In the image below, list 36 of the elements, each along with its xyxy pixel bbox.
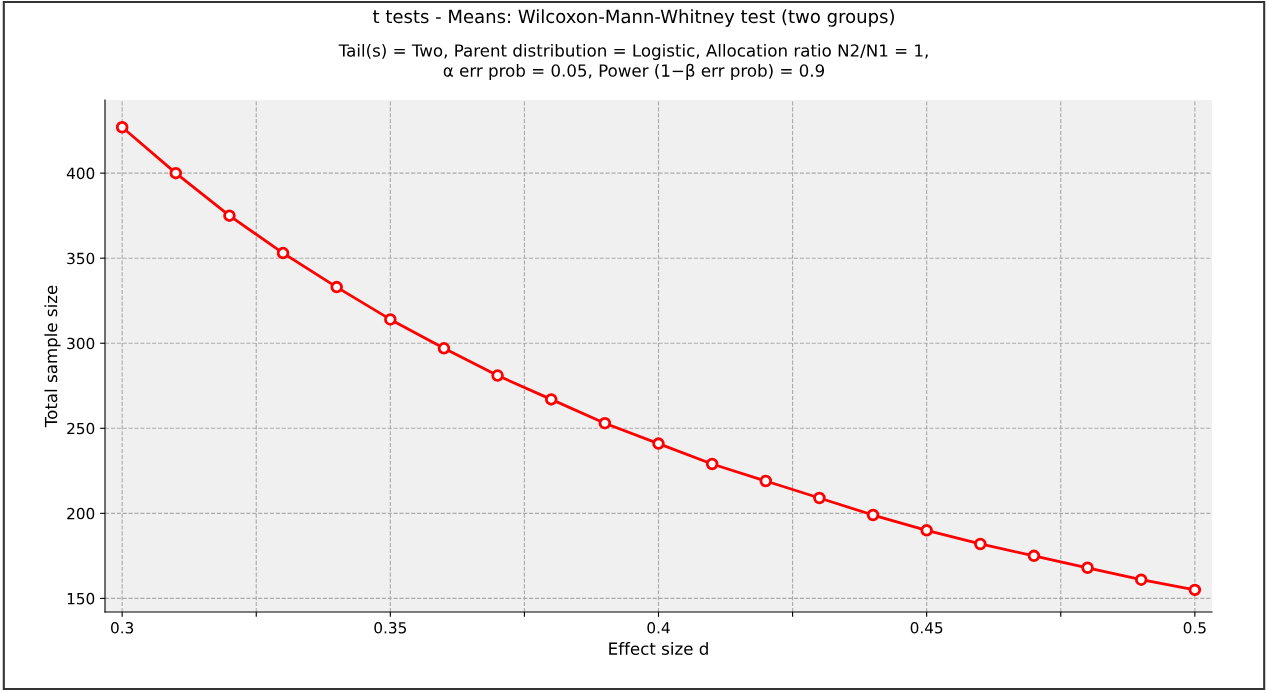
point: [813, 491, 826, 505]
point: [330, 280, 343, 294]
point: [115, 120, 129, 134]
point: [920, 524, 933, 537]
y-tick-label: 300: [67, 337, 95, 350]
point: [598, 416, 612, 430]
x-tick-label: 0.4: [647, 621, 670, 634]
y-tick-label: 200: [67, 507, 95, 520]
point: [705, 457, 719, 471]
point: [974, 537, 987, 551]
point: [1188, 583, 1202, 597]
point: [1027, 549, 1041, 563]
point: [652, 437, 665, 450]
y-tick-label: 250: [67, 422, 95, 435]
x-axis-title: Effect size d: [609, 642, 708, 655]
chart-title: t tests - Means: Wilcoxon-Mann-Whitney test (two groups): [373, 9, 894, 27]
y-axis-title: Total sample size: [44, 285, 61, 428]
point: [544, 393, 558, 406]
x-tick-label: 0.3: [111, 621, 134, 634]
point: [276, 246, 290, 260]
point: [866, 508, 880, 522]
chart-subtitle: Tail(s) = Two, Parent distribution = Logistic, Allocation ratio N2/N1 = 1, α err prob = 0.05, Power (1−β err prob) = 0.9: [338, 43, 928, 81]
x-tick-label: 0.35: [374, 621, 407, 634]
x-tick-label: 0.45: [910, 621, 943, 634]
point: [1134, 573, 1148, 586]
point: [437, 342, 451, 355]
y-tick-label: 150: [67, 592, 95, 605]
point: [759, 474, 773, 488]
point: [169, 166, 183, 180]
point: [1081, 561, 1094, 575]
y-tick-label: 400: [66, 167, 95, 180]
point: [384, 313, 397, 326]
point: [223, 209, 236, 222]
x-tick-label: 0.5: [1183, 621, 1206, 634]
y-tick-label: 350: [67, 252, 95, 265]
point: [491, 369, 504, 382]
